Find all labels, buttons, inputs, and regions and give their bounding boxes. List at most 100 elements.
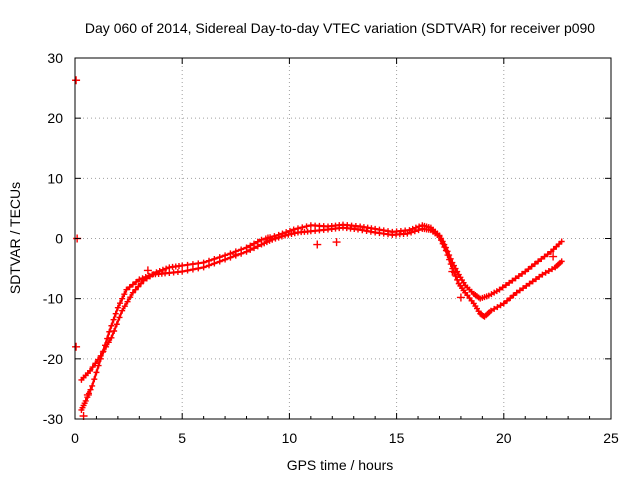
data-point	[522, 268, 529, 275]
data-point	[283, 229, 290, 236]
data-point	[456, 293, 465, 302]
data-point	[448, 267, 457, 276]
data-point	[231, 250, 240, 259]
data-point	[135, 283, 142, 290]
data-point	[97, 352, 104, 359]
data-point	[147, 273, 154, 280]
data-point	[494, 304, 501, 311]
data-point	[509, 277, 516, 284]
data-point	[539, 271, 546, 278]
data-point	[376, 226, 383, 233]
data-point	[549, 266, 556, 273]
data-point	[124, 298, 131, 305]
series-band	[80, 226, 563, 412]
data-point	[133, 278, 140, 285]
data-point	[436, 232, 443, 239]
data-point	[258, 236, 265, 243]
data-point	[211, 255, 218, 262]
data-point	[87, 386, 94, 393]
x-tick-label: 25	[603, 430, 619, 446]
data-point	[126, 284, 133, 291]
data-point	[216, 254, 223, 261]
data-point	[117, 300, 124, 307]
data-point	[545, 267, 552, 274]
data-point	[103, 343, 110, 350]
data-point	[112, 310, 119, 317]
data-point	[536, 273, 543, 280]
data-point	[523, 282, 530, 289]
data-point	[542, 269, 549, 276]
data-point	[159, 266, 166, 273]
data-point	[513, 289, 520, 296]
data-point	[195, 265, 202, 272]
data-point	[91, 376, 98, 383]
data-point	[136, 276, 143, 283]
tick-labels: -30 -20 -10 0 10 20 30 0 5 10 15 20 25	[43, 50, 619, 446]
data-point	[200, 259, 207, 266]
data-series	[72, 76, 565, 420]
data-point	[143, 266, 152, 275]
series-2	[78, 221, 565, 383]
data-point	[532, 276, 539, 283]
data-point	[227, 250, 234, 257]
data-point	[89, 382, 96, 389]
data-point	[412, 224, 419, 231]
data-point	[510, 292, 517, 299]
data-point	[372, 225, 379, 232]
x-tick-label: 0	[71, 430, 79, 446]
data-point	[497, 302, 504, 309]
data-point	[271, 233, 278, 240]
data-point	[535, 258, 542, 265]
data-point	[496, 286, 503, 293]
data-point	[529, 278, 536, 285]
data-point	[507, 295, 514, 302]
data-point	[515, 273, 522, 280]
data-point	[541, 253, 548, 260]
data-point	[238, 246, 245, 253]
data-point	[499, 284, 506, 291]
data-point	[491, 305, 498, 312]
data-point	[286, 227, 293, 234]
data-point	[110, 316, 117, 323]
data-point	[519, 270, 526, 277]
y-axis-label: SDTVAR / TECUs	[7, 182, 23, 294]
data-point	[288, 230, 295, 237]
data-point	[179, 268, 186, 275]
data-point	[119, 307, 126, 314]
data-point	[92, 360, 99, 367]
x-tick-label: 10	[282, 430, 298, 446]
data-point	[114, 304, 121, 311]
data-point	[156, 267, 163, 274]
data-point	[163, 265, 170, 272]
data-point	[516, 287, 523, 294]
data-point	[222, 252, 229, 259]
data-point	[105, 339, 112, 346]
y-tick-label: -30	[43, 411, 63, 427]
data-point	[82, 397, 89, 404]
data-point	[123, 286, 130, 293]
data-point	[439, 238, 446, 245]
data-point	[506, 279, 513, 286]
data-point	[108, 334, 115, 341]
data-point	[416, 223, 423, 230]
data-point	[363, 227, 370, 234]
data-point	[500, 300, 507, 307]
data-point	[150, 271, 157, 278]
y-tick-label: 0	[55, 231, 63, 247]
data-point	[119, 295, 126, 302]
data-point	[452, 265, 459, 272]
data-point	[359, 227, 366, 234]
data-point	[291, 230, 298, 237]
axis-ticks	[74, 57, 612, 420]
data-point	[108, 322, 115, 329]
data-point	[129, 289, 136, 296]
data-point	[520, 285, 527, 292]
data-point	[95, 356, 102, 363]
data-point	[143, 275, 150, 282]
data-point	[504, 297, 511, 304]
data-point	[355, 226, 362, 233]
data-point	[72, 76, 81, 85]
x-tick-label: 15	[389, 430, 405, 446]
data-point	[441, 241, 448, 248]
